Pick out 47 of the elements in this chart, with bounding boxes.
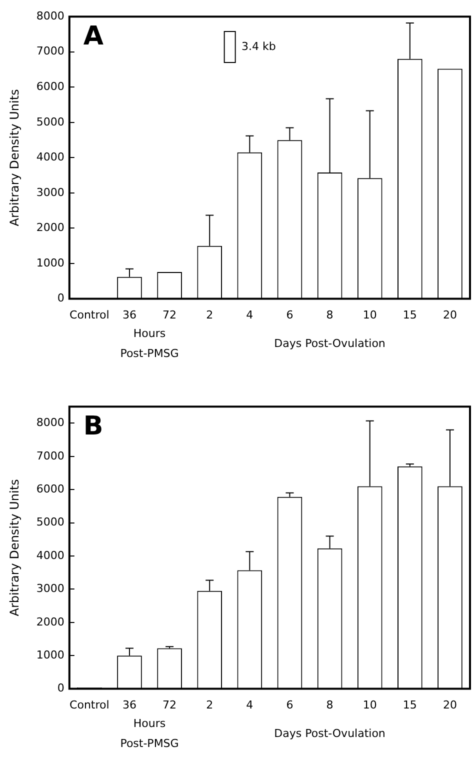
y-tick-label: 6000 — [36, 80, 64, 94]
text: 3.4 kb — [241, 40, 276, 54]
x-tick-label: 4 — [246, 308, 254, 322]
y-tick-label: 0 — [57, 682, 64, 695]
y-tick-label: 1000 — [36, 256, 64, 270]
y-tick-label: 6000 — [36, 482, 64, 496]
x-tick-label: Control — [70, 308, 110, 322]
x-tick-label: 8 — [326, 308, 334, 322]
x-tick-label: 10 — [362, 698, 377, 712]
y-axis-title: Arbitrary Density Units — [7, 479, 22, 616]
x-tick-label: 20 — [442, 698, 457, 712]
y-tick-label: 1000 — [36, 648, 64, 662]
y-tick-label: 7000 — [36, 449, 64, 462]
chart-title: B — [83, 411, 104, 442]
x-tick-label: 6 — [286, 698, 294, 712]
y-tick-label: 3000 — [36, 186, 64, 199]
x-tick-label: 72 — [162, 698, 177, 712]
x-tick-label: 15 — [402, 308, 417, 322]
x-tick-label: 36 — [122, 698, 136, 712]
y-tick-label: 4000 — [36, 548, 64, 562]
x-tick-label: 2 — [206, 308, 214, 322]
y-tick-label: 2000 — [36, 615, 64, 628]
x-tick-label: 36 — [122, 308, 136, 322]
y-axis-title: Arbitrary Density Units — [7, 89, 22, 226]
x-tick-label: 72 — [162, 308, 177, 322]
y-tick-label: 8000 — [36, 416, 64, 430]
chart-title: A — [83, 21, 104, 52]
y-tick-label: 5000 — [36, 516, 64, 529]
y-tick-label: 5000 — [36, 115, 64, 128]
y-tick-label: 4000 — [36, 150, 64, 164]
y-tick-label: 2000 — [36, 221, 64, 234]
x-tick-label: 10 — [362, 308, 377, 322]
text: Hours Post-PMSG — [120, 327, 179, 360]
x-tick-label: 15 — [402, 698, 417, 712]
x-tick-label: 8 — [326, 698, 334, 712]
x-tick-label: 2 — [206, 698, 214, 712]
y-tick-label: 0 — [57, 292, 64, 305]
text: Hours Post-PMSG — [120, 717, 179, 750]
y-tick-label: 3000 — [36, 582, 64, 596]
x-tick-label: 6 — [286, 308, 294, 322]
x-tick-label: Control — [70, 698, 110, 712]
text: Days Post-Ovulation — [274, 727, 386, 740]
x-tick-label: 20 — [442, 308, 457, 322]
y-tick-label: 7000 — [36, 44, 64, 58]
x-tick-label: 4 — [246, 698, 254, 712]
y-tick-label: 8000 — [36, 9, 64, 22]
text: Days Post-Ovulation — [274, 337, 386, 350]
